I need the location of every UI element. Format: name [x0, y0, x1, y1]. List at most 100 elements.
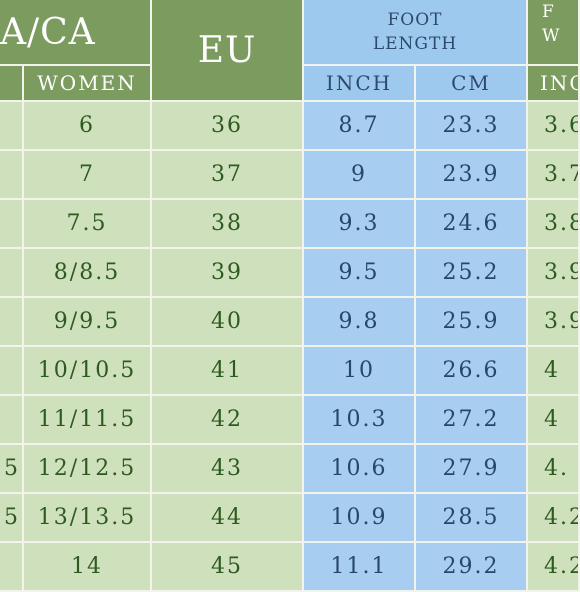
right-inch-subheader-text: INC	[540, 71, 578, 95]
women-cell: 7.5	[24, 200, 152, 249]
women-cell-text: 7	[79, 162, 95, 187]
eu-cell-text: 43	[211, 456, 243, 481]
eu-cell-text: 42	[211, 407, 243, 432]
men-cell	[0, 396, 24, 445]
right-inch-cell-text: 3.9	[544, 260, 578, 285]
cm-cell: 25.9	[416, 298, 528, 347]
women-cell-text: 12/12.5	[37, 456, 137, 481]
eu-cell: 38	[152, 200, 304, 249]
cm-cell: 23.3	[416, 102, 528, 151]
foot-length-line2: LENGTH	[372, 34, 458, 54]
eu-cell-text: 41	[211, 358, 243, 383]
inch-cell-text: 10.9	[330, 505, 388, 530]
usa-ca-header: A/CA	[0, 0, 152, 66]
men-cell	[0, 102, 24, 151]
inch-cell: 10.9	[304, 494, 416, 543]
right-inch-cell-text: 3.8	[544, 211, 578, 236]
eu-cell: 43	[152, 445, 304, 494]
cm-cell: 26.6	[416, 347, 528, 396]
cm-subheader: CM	[416, 66, 528, 102]
men-cell	[0, 151, 24, 200]
eu-cell-text: 38	[211, 211, 243, 236]
inch-cell: 9.8	[304, 298, 416, 347]
cm-cell-text: 25.2	[442, 260, 500, 285]
cm-cell: 27.9	[416, 445, 528, 494]
inch-cell-text: 8.7	[338, 113, 380, 138]
men-cell	[0, 543, 24, 592]
eu-cell: 42	[152, 396, 304, 445]
cm-cell-text: 25.9	[442, 309, 500, 334]
men-cell	[0, 249, 24, 298]
eu-cell-text: 45	[211, 554, 243, 579]
eu-cell: 45	[152, 543, 304, 592]
right-inch-cell: 4.2	[528, 543, 580, 592]
eu-cell: 41	[152, 347, 304, 396]
women-cell-text: 8/8.5	[53, 260, 121, 285]
cm-cell: 29.2	[416, 543, 528, 592]
cm-cell-text: 28.5	[442, 505, 500, 530]
women-cell: 13/13.5	[24, 494, 152, 543]
inch-cell: 9	[304, 151, 416, 200]
eu-cell-text: 37	[211, 162, 243, 187]
eu-header: EU	[152, 0, 304, 102]
eu-cell: 36	[152, 102, 304, 151]
eu-cell: 39	[152, 249, 304, 298]
inch-subheader-text: INCH	[325, 71, 393, 95]
women-cell: 7	[24, 151, 152, 200]
inch-cell-text: 9.5	[338, 260, 380, 285]
eu-cell-text: 36	[211, 113, 243, 138]
right-inch-cell-text: 4.2	[544, 505, 578, 530]
right-inch-cell: 3.9	[528, 298, 580, 347]
inch-cell-text: 9.3	[338, 211, 380, 236]
inch-cell-text: 11.1	[330, 554, 388, 579]
right-inch-cell-text: 3.9	[544, 309, 578, 334]
right-clipped-header-line2: W	[542, 26, 561, 46]
eu-cell: 37	[152, 151, 304, 200]
inch-cell: 8.7	[304, 102, 416, 151]
inch-cell: 9.5	[304, 249, 416, 298]
right-inch-cell-text: 4.	[544, 456, 569, 481]
women-cell: 11/11.5	[24, 396, 152, 445]
men-subheader	[0, 66, 24, 102]
inch-cell-text: 10.3	[330, 407, 388, 432]
women-cell-text: 13/13.5	[37, 505, 137, 530]
eu-cell-text: 39	[211, 260, 243, 285]
women-cell-text: 9/9.5	[53, 309, 121, 334]
women-cell-text: 10/10.5	[37, 358, 137, 383]
right-inch-cell: 3.8	[528, 200, 580, 249]
right-inch-cell: 4	[528, 347, 580, 396]
right-inch-cell: 4	[528, 396, 580, 445]
women-cell-text: 7.5	[66, 211, 108, 236]
inch-cell-text: 9	[351, 162, 367, 187]
cm-cell-text: 26.6	[442, 358, 500, 383]
cm-cell-text: 29.2	[442, 554, 500, 579]
women-cell: 10/10.5	[24, 347, 152, 396]
right-inch-cell: 4.2	[528, 494, 580, 543]
cm-cell: 27.2	[416, 396, 528, 445]
cm-cell-text: 27.9	[442, 456, 500, 481]
right-inch-cell: 3.7	[528, 151, 580, 200]
right-clipped-header: F W	[528, 0, 580, 66]
women-subheader: WOMEN	[24, 66, 152, 102]
cm-cell-text: 23.9	[442, 162, 500, 187]
cm-cell: 28.5	[416, 494, 528, 543]
women-cell: 14	[24, 543, 152, 592]
cm-cell-text: 27.2	[442, 407, 500, 432]
eu-cell: 44	[152, 494, 304, 543]
eu-cell: 40	[152, 298, 304, 347]
inch-cell: 10.6	[304, 445, 416, 494]
women-cell-text: 14	[71, 554, 103, 579]
women-cell: 9/9.5	[24, 298, 152, 347]
eu-cell-text: 40	[211, 309, 243, 334]
inch-cell: 10	[304, 347, 416, 396]
inch-cell-text: 10	[343, 358, 375, 383]
women-cell-text: 6	[79, 113, 95, 138]
inch-cell-text: 9.8	[338, 309, 380, 334]
right-inch-cell: 4.	[528, 445, 580, 494]
cm-cell: 25.2	[416, 249, 528, 298]
cm-cell: 24.6	[416, 200, 528, 249]
eu-cell-text: 44	[211, 505, 243, 530]
women-cell: 8/8.5	[24, 249, 152, 298]
men-cell	[0, 298, 24, 347]
